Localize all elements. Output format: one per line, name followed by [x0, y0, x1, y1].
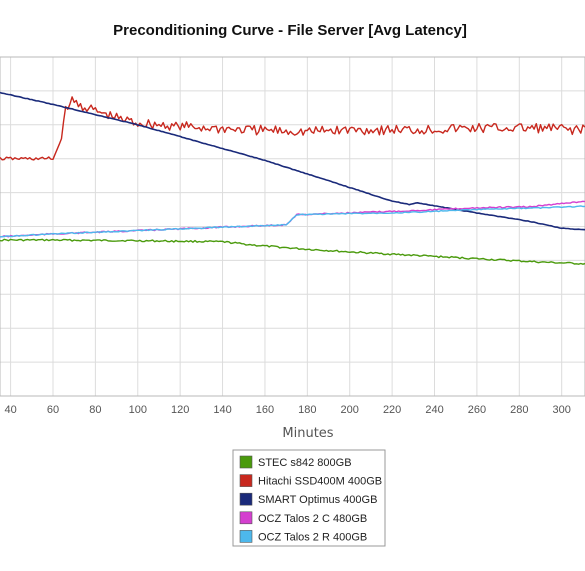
chart-title: Preconditioning Curve - File Server [Avg… [113, 22, 467, 39]
x-tick-label: 140 [213, 404, 231, 416]
x-axis-label: Minutes [282, 426, 333, 441]
x-tick-label: 40 [4, 404, 16, 416]
grid-layer [0, 57, 585, 396]
x-tick-label: 200 [341, 404, 359, 416]
x-tick-label: 260 [468, 404, 486, 416]
legend-box [232, 449, 386, 547]
x-tick-label: 60 [47, 404, 59, 416]
series-line [0, 96, 585, 161]
legend-label: STEC s842 800GB [258, 457, 352, 469]
x-tick-label: 120 [171, 404, 189, 416]
legend-swatch [239, 511, 253, 525]
x-tick-label: 100 [129, 404, 147, 416]
legend-label: Hitachi SSD400M 400GB [258, 476, 382, 488]
x-tick-label: 80 [89, 404, 101, 416]
x-tick-label: 240 [425, 404, 443, 416]
legend-swatch [239, 474, 253, 487]
legend-swatch [239, 530, 253, 543]
legend: STEC s842 800GB Hitachi SSD400M 400GB SMAR… [232, 449, 386, 547]
legend-label: OCZ Talos 2 C 480GB [258, 513, 367, 525]
x-tick-labels: 40 60 80 100 120 140 160 180 200 220 240 260 280 300 [4, 404, 570, 416]
legend-swatch [239, 455, 253, 469]
x-tick-label: 280 [510, 404, 528, 416]
legend-label: OCZ Talos 2 R 400GB [258, 531, 367, 543]
x-tick-label: 300 [553, 404, 571, 416]
series-line [0, 205, 585, 238]
legend-label: SMART Optimus 400GB [258, 494, 377, 506]
x-tick-label: 160 [256, 404, 274, 416]
legend-swatch [239, 492, 253, 506]
x-tick-label: 180 [298, 404, 316, 416]
series-line [0, 238, 585, 265]
plot-area-frame [0, 56, 585, 397]
series-layer [0, 91, 585, 265]
x-tick-label: 220 [383, 404, 401, 416]
series-line [0, 91, 585, 231]
